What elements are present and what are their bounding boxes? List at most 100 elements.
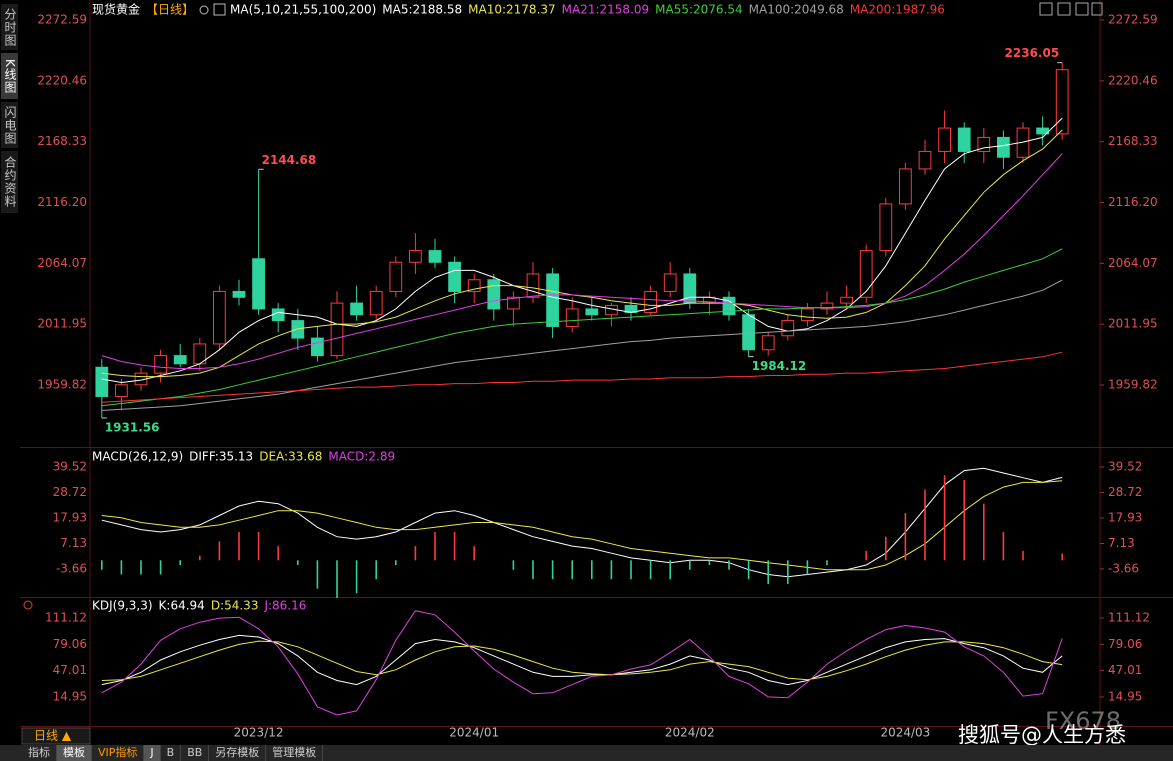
candle-body [859, 250, 873, 298]
candle-body [722, 296, 736, 316]
candle-body [213, 290, 226, 345]
high-label: 2236.05 [1005, 46, 1060, 60]
candle-body [879, 203, 893, 252]
period-button[interactable]: 日线 ▲ [34, 729, 72, 743]
icon[interactable] [1057, 2, 1071, 16]
y-tick-label: 2011.95 [37, 317, 87, 331]
icon[interactable] [1075, 2, 1089, 16]
y-tick-label: 111.12 [1108, 611, 1150, 625]
y-tick-label: 2220.46 [1108, 73, 1158, 87]
bottom-tab[interactable]: 管理模板 [266, 745, 324, 761]
watermark: 搜狐号@人生方悉 [958, 723, 1126, 745]
x-tick-label: 2024/03 [880, 726, 930, 740]
y-tick-label: 2220.46 [37, 73, 87, 87]
candle-body [409, 250, 422, 263]
y-tick-label: 2116.20 [37, 195, 87, 209]
y-tick-label: 28.72 [53, 485, 87, 499]
legend-entry: J:86.16 [263, 599, 306, 613]
y-tick-label: 17.93 [1108, 510, 1142, 524]
bottom-tab[interactable]: 模板 [57, 745, 92, 761]
candle-body [997, 136, 1010, 158]
chart-title: 现货黄金 [92, 2, 140, 17]
candle-body [95, 366, 109, 397]
candle-body [428, 250, 442, 263]
y-tick-label: 111.12 [45, 611, 87, 625]
candle-body [115, 384, 128, 397]
series-line [101, 279, 1063, 411]
candle-body [801, 308, 814, 322]
legend-entry: MA100:2049.68 [749, 3, 844, 17]
candle-body [899, 168, 912, 205]
settings-icon[interactable] [23, 600, 33, 610]
y-tick-label: 1959.82 [37, 377, 87, 391]
candle-body [448, 261, 461, 292]
series-line [101, 351, 1063, 403]
bottom-tab[interactable]: J [144, 745, 161, 761]
bottom-tab[interactable]: VIP指标 [92, 745, 145, 761]
candle-body [389, 261, 403, 292]
indicator-label: MA(5,10,21,55,100,200) [230, 3, 376, 17]
bottom-tab[interactable]: BB [181, 745, 210, 761]
side-tab[interactable]: 合约资料 [1, 151, 18, 213]
y-tick-label: 2168.33 [37, 134, 87, 148]
legend-entry: MA21:2158.09 [562, 3, 650, 17]
candle-body [526, 273, 540, 298]
y-tick-label: 2272.59 [1108, 13, 1158, 27]
side-tab[interactable]: K线图 [1, 53, 18, 99]
side-tab[interactable]: 分时图 [1, 4, 18, 50]
candle-body [663, 273, 677, 292]
y-tick-label: 39.52 [53, 460, 87, 474]
legend-entry: MA5:2188.58 [382, 3, 462, 17]
legend-entry: MA10:2178.37 [468, 3, 556, 17]
series-line [101, 640, 1063, 681]
y-tick-label: 1959.82 [1108, 377, 1158, 391]
legend-entry: MACD:2.89 [328, 450, 395, 464]
y-tick-label: 2011.95 [1108, 317, 1158, 331]
candle-body [938, 127, 951, 152]
ma-icon [213, 3, 226, 16]
icon[interactable] [1039, 2, 1053, 16]
y-tick-label: 17.93 [53, 510, 87, 524]
legend-entry: MA55:2076.54 [655, 3, 743, 17]
logo: FX678 [1045, 707, 1121, 735]
y-tick-label: 7.13 [1108, 536, 1135, 550]
window-icons[interactable] [1039, 2, 1103, 16]
candle-body [977, 136, 991, 152]
candle-body [291, 320, 305, 339]
series-line [101, 117, 1063, 384]
series-line [101, 634, 1063, 686]
series-line [101, 129, 1063, 378]
bottom-tab[interactable]: 另存模板 [209, 745, 267, 761]
period-label: 【日线】 [146, 3, 194, 17]
series-line [101, 153, 1063, 369]
y-tick-label: 2064.07 [1108, 256, 1158, 270]
x-tick-label: 2024/02 [665, 726, 715, 740]
candle-body [154, 355, 167, 374]
candle-body [252, 258, 265, 310]
series-line [101, 467, 1063, 578]
y-tick-label: 2064.07 [37, 256, 87, 270]
side-tab[interactable]: 闪电图 [1, 102, 18, 148]
chart-title: KDJ(9,3,3) [92, 599, 153, 613]
y-tick-label: -3.66 [56, 561, 87, 575]
candle-body [487, 279, 501, 310]
period-button-box[interactable] [21, 727, 91, 745]
bottom-tab[interactable]: 指标 [22, 745, 57, 761]
candle-body [350, 302, 363, 316]
y-tick-label: 2116.20 [1108, 195, 1158, 209]
candle-body [546, 273, 559, 327]
bottom-tab[interactable]: B [161, 745, 182, 761]
legend-entry: MA200:1987.96 [850, 3, 945, 17]
candle-body [173, 355, 187, 365]
legend-entry: DIFF:35.13 [189, 450, 253, 464]
icon[interactable] [1091, 2, 1103, 16]
series-line [101, 248, 1063, 407]
frame [20, 0, 1173, 745]
bottom-bar: 指标 模板 VIP指标 J B BB 另存模板 管理模板 [0, 745, 1173, 761]
y-tick-label: 28.72 [1108, 485, 1142, 499]
y-tick-label: 79.06 [53, 637, 87, 651]
y-tick-label: 39.52 [1108, 460, 1142, 474]
y-tick-label: 14.95 [53, 689, 87, 703]
candle-body [742, 314, 755, 351]
